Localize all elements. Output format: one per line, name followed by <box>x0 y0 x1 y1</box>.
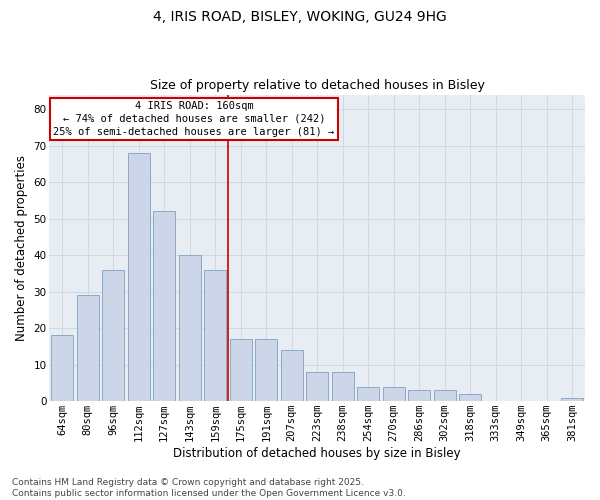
Bar <box>154 212 175 401</box>
X-axis label: Distribution of detached houses by size in Bisley: Distribution of detached houses by size … <box>173 447 461 460</box>
Bar <box>77 296 98 401</box>
Bar <box>103 270 124 401</box>
Title: Size of property relative to detached houses in Bisley: Size of property relative to detached ho… <box>150 79 485 92</box>
Bar <box>179 255 200 401</box>
Bar <box>460 394 481 401</box>
Y-axis label: Number of detached properties: Number of detached properties <box>15 155 28 341</box>
Bar <box>383 386 404 401</box>
Bar <box>128 153 149 401</box>
Bar <box>230 339 251 401</box>
Bar <box>281 350 302 401</box>
Bar <box>205 270 226 401</box>
Text: 4 IRIS ROAD: 160sqm
← 74% of detached houses are smaller (242)
25% of semi-detac: 4 IRIS ROAD: 160sqm ← 74% of detached ho… <box>53 100 335 137</box>
Bar <box>562 398 583 401</box>
Bar <box>256 339 277 401</box>
Bar <box>307 372 328 401</box>
Text: Contains HM Land Registry data © Crown copyright and database right 2025.
Contai: Contains HM Land Registry data © Crown c… <box>12 478 406 498</box>
Text: 4, IRIS ROAD, BISLEY, WOKING, GU24 9HG: 4, IRIS ROAD, BISLEY, WOKING, GU24 9HG <box>153 10 447 24</box>
Bar <box>332 372 353 401</box>
Bar <box>434 390 455 401</box>
Bar <box>52 336 73 401</box>
Bar <box>409 390 430 401</box>
Bar <box>358 386 379 401</box>
